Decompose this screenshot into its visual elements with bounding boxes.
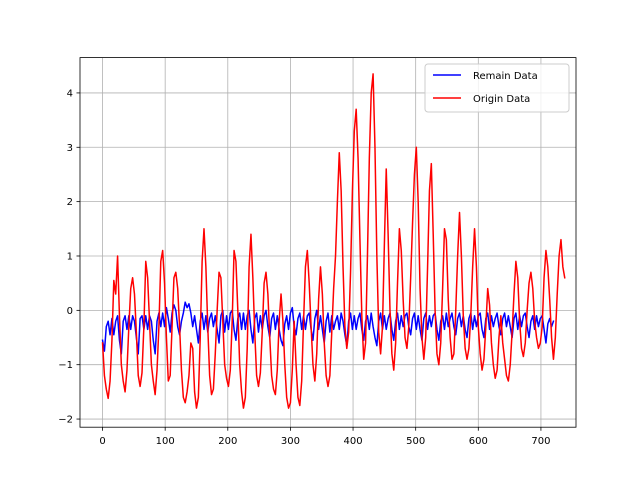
y-tick-label: −2 [58,415,73,426]
legend-label-origin-data: Origin Data [473,94,530,105]
x-tick-label: 300 [281,436,300,447]
legend: Remain Data Origin Data [424,63,570,113]
x-tick-label: 500 [406,436,425,447]
x-tick-label: 200 [218,436,237,447]
x-tick-label: 600 [469,436,488,447]
x-axis: 0 100 200 300 400 500 600 700 [99,427,550,447]
plot-frame [79,57,577,428]
legend-box [424,63,570,113]
x-tick-label: 700 [531,436,550,447]
legend-label-remain-data: Remain Data [473,71,538,82]
y-tick-label: 1 [67,251,73,262]
x-tick-label: 400 [344,436,363,447]
x-tick-label: 0 [99,436,105,447]
y-tick-label: −1 [58,360,73,371]
x-tick-label: 100 [156,436,175,447]
y-axis: −2 −1 0 1 2 3 4 [58,88,80,426]
y-tick-label: 4 [67,88,73,99]
series-layer [101,73,566,409]
y-tick-label: 2 [67,197,73,208]
series-line-origin-data [101,73,566,409]
y-tick-label: 0 [67,306,73,317]
y-tick-label: 3 [67,143,73,154]
